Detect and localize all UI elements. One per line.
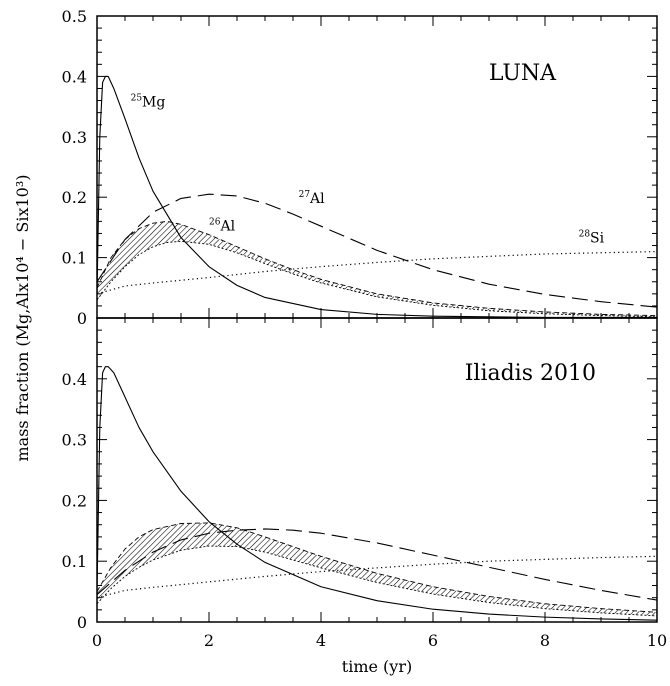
curve-label-al-26: 26Al bbox=[209, 217, 236, 234]
panel-title-luna: LUNA bbox=[489, 61, 557, 86]
series-al-26-upper bbox=[97, 220, 657, 317]
plot-frame bbox=[96, 15, 658, 319]
series-mg-25-line bbox=[97, 366, 657, 621]
y-tick-label: 0.2 bbox=[62, 188, 87, 207]
panel-iliadis-2010 bbox=[96, 317, 658, 623]
y-tick-label: 0.2 bbox=[62, 491, 87, 510]
x-axis-title: time (yr) bbox=[342, 657, 412, 676]
x-tick-label: 0 bbox=[92, 631, 102, 650]
y-tick-labels-bottom: 0 0.1 0.2 0.3 0.4 bbox=[62, 370, 87, 632]
y-tick-label: 0.4 bbox=[62, 67, 87, 86]
x-tick-label: 4 bbox=[316, 631, 326, 650]
series-al-27-line bbox=[97, 193, 657, 308]
y-tick-label: 0.4 bbox=[62, 370, 87, 389]
y-tick-label: 0.1 bbox=[62, 552, 87, 571]
x-tick-label: 10 bbox=[647, 631, 667, 650]
x-tick-label: 6 bbox=[428, 631, 438, 650]
y-tick-label: 0.3 bbox=[62, 128, 87, 147]
series-al-26-lower bbox=[97, 240, 657, 318]
curve-label-mg-25: 25Mg bbox=[131, 94, 166, 111]
y-tick-label: 0 bbox=[77, 309, 87, 328]
y-tick-label: 0.1 bbox=[62, 249, 87, 268]
panel-luna: 25Mg 27Al 26Al 28Si bbox=[96, 15, 658, 319]
curve-label-al-27: 27Al bbox=[299, 190, 326, 207]
y-tick-label: 0.5 bbox=[62, 7, 87, 26]
series-al-26-band bbox=[97, 522, 657, 616]
x-tick-labels: 0 2 4 6 8 10 bbox=[92, 631, 667, 650]
series-al-26-upper bbox=[97, 522, 657, 613]
y-tick-label: 0.3 bbox=[62, 431, 87, 450]
y-tick-label: 0 bbox=[77, 613, 87, 632]
y-tick-labels-top: 0 0.1 0.2 0.3 0.4 0.5 bbox=[62, 7, 87, 328]
series-si-28-line bbox=[97, 250, 657, 295]
x-tick-label: 8 bbox=[540, 631, 550, 650]
curve-label-si-28: 28Si bbox=[579, 230, 605, 247]
series-mg-25-line bbox=[97, 75, 657, 318]
panel-title-iliadis-2010: Iliadis 2010 bbox=[465, 361, 596, 386]
series-al-26-band bbox=[97, 221, 657, 317]
x-tick-label: 2 bbox=[204, 631, 214, 650]
y-axis-title: mass fraction (Mg,Alx10⁴ − Six10³) bbox=[13, 175, 32, 462]
